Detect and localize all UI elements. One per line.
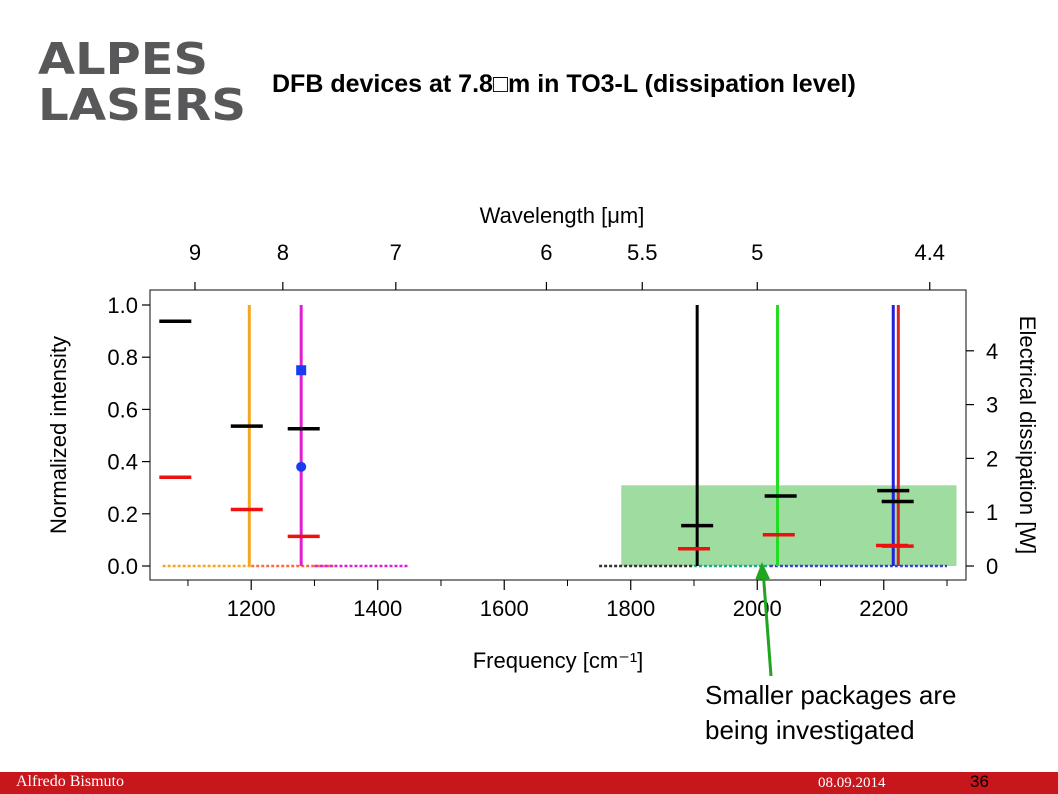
x-tick-label: 2200: [859, 596, 908, 621]
top-tick-label: 8: [277, 240, 289, 265]
footer-date: 08.09.2014: [818, 775, 886, 791]
top-tick-label: 4.4: [914, 240, 945, 265]
y-right-tick-label: 0: [986, 554, 998, 579]
annotation-line-1: Smaller packages are: [705, 680, 957, 710]
y-left-tick-label: 0.4: [107, 450, 138, 475]
slide-title: DFB devices at 7.8□m in TO3-L (dissipati…: [272, 70, 856, 98]
x-tick-label: 1600: [480, 596, 529, 621]
x-axis-label-bottom: Frequency [cm⁻¹]: [473, 648, 644, 673]
logo-line-lasers: LASERS: [38, 80, 246, 124]
annotation-arrow-head: [755, 562, 770, 580]
y-right-tick-label: 3: [986, 393, 998, 418]
logo-line-alpes: ALPES: [38, 34, 208, 85]
footer-author: Alfredo Bismuto: [16, 773, 124, 790]
y-right-tick-label: 4: [986, 339, 998, 364]
y-left-tick-label: 0.0: [107, 554, 138, 579]
y-right-tick-label: 2: [986, 446, 998, 471]
y-right-tick-label: 1: [986, 500, 998, 525]
top-tick-label: 6: [540, 240, 552, 265]
x-tick-label: 1400: [353, 596, 402, 621]
alpes-lasers-logo: ALPES LASERS: [38, 34, 246, 124]
y-axis-label-left: Normalized intensity: [46, 336, 71, 534]
y-axis-label-right: Electrical dissipation [W]: [1015, 316, 1040, 554]
blue-circle-point: [296, 461, 307, 472]
top-tick-label: 7: [390, 240, 402, 265]
highlight-region: [621, 485, 957, 566]
y-left-tick-label: 1.0: [107, 293, 138, 318]
page-number: 36: [970, 772, 989, 791]
plot-frame: [149, 289, 967, 581]
top-tick-label: 5: [751, 240, 763, 265]
x-tick-label: 1800: [606, 596, 655, 621]
y-left-tick-label: 0.6: [107, 397, 138, 422]
spectrum-chart: 1200 1400 1600 1800 2000 2200 Frequency [cm⁻¹]…: [46, 203, 1040, 677]
y-left-tick-label: 0.8: [107, 345, 138, 370]
x-tick-label: 1200: [227, 596, 276, 621]
y-left-tick-label: 0.2: [107, 502, 138, 527]
annotation-line-2: being investigated: [705, 715, 915, 745]
x-tick-label: 2000: [733, 596, 782, 621]
top-tick-label: 9: [189, 240, 201, 265]
footer-bar: Alfredo Bismuto 08.09.2014 36: [0, 772, 1058, 794]
blue-square-point: [296, 365, 307, 376]
top-tick-label: 5.5: [627, 240, 658, 265]
annotation-arrow-shaft: [761, 569, 773, 677]
x-axis-label-top: Wavelength [μm]: [480, 203, 645, 228]
annotation-text: Smaller packages are being investigated: [705, 678, 956, 748]
